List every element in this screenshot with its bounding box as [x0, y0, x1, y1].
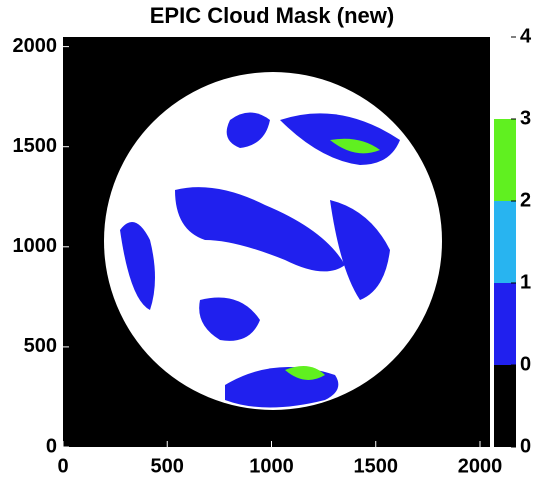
y-tick-label: 1000	[13, 235, 58, 257]
y-tick-label: 500	[24, 335, 57, 357]
x-tick-label: 1000	[249, 455, 294, 477]
colorbar-tick-label: 0	[520, 435, 531, 457]
colorbar-tick-label: 1	[520, 271, 531, 293]
colorbar-tick-label: 2	[520, 189, 531, 211]
y-tick-label: 1500	[13, 135, 58, 157]
chart-title: EPIC Cloud Mask (new)	[150, 3, 394, 28]
colorbar-tick-label: 0	[520, 353, 531, 375]
x-tick-label: 1500	[353, 455, 398, 477]
colorbar-tick-label: 4	[520, 25, 532, 47]
colorbar-segment	[494, 283, 516, 365]
x-tick-label: 500	[151, 455, 184, 477]
x-tick-label: 2000	[458, 455, 503, 477]
colorbar-segment	[494, 37, 516, 119]
y-tick-label: 2000	[13, 35, 58, 57]
colorbar-segment	[494, 201, 516, 283]
colorbar-segment	[494, 365, 516, 447]
colorbar-segment	[494, 119, 516, 201]
x-tick-label: 0	[57, 455, 68, 477]
y-tick-label: 0	[46, 435, 57, 457]
colorbar-tick-label: 3	[520, 107, 531, 129]
earth-image	[104, 72, 442, 410]
